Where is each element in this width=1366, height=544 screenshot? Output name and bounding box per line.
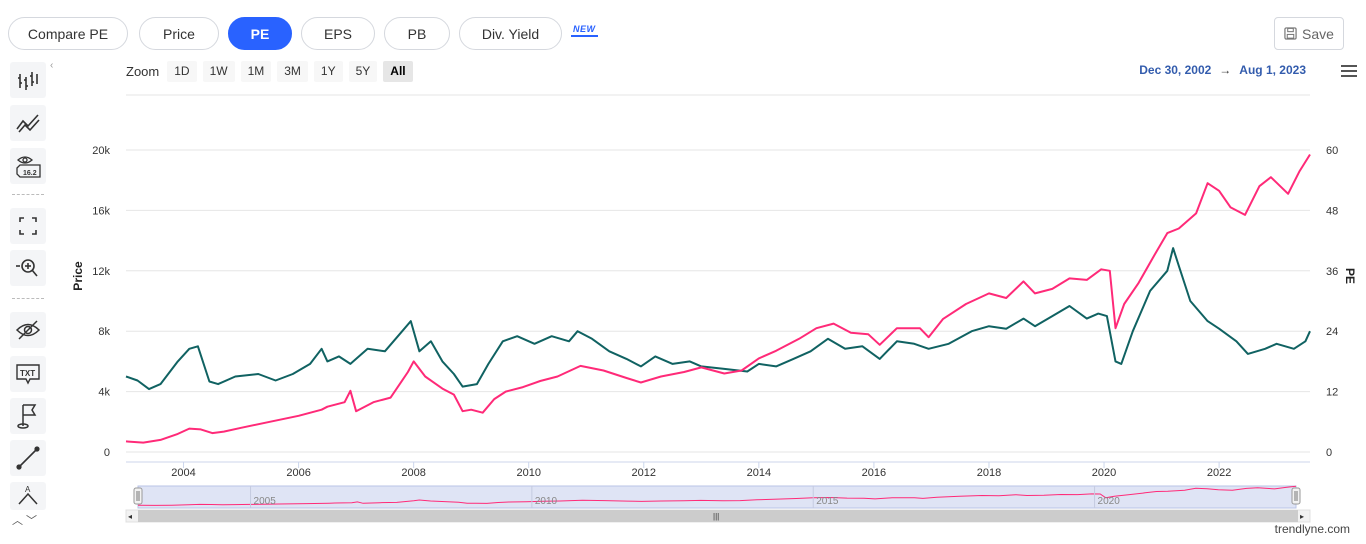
tab-compare-pe[interactable]: Compare PE xyxy=(8,17,128,50)
text-icon[interactable]: TXT xyxy=(10,356,46,392)
navigator-left-handle-icon xyxy=(133,487,143,505)
left-tick-label: 12k xyxy=(92,266,110,278)
x-tick-label: 2018 xyxy=(977,467,1001,479)
right-axis-ticks: 0 12 24 36 48 60 xyxy=(1326,145,1338,459)
x-axis-ticks: 2004 2006 2008 2010 2012 2014 2016 2018 2020 2022 xyxy=(171,462,1231,479)
zoom-1w-button[interactable]: 1W xyxy=(202,60,235,82)
navigator-tick-label: 2015 xyxy=(816,496,839,507)
series-line-price xyxy=(125,153,1311,444)
hamburger-menu-icon[interactable] xyxy=(1341,64,1357,83)
x-tick-label: 2014 xyxy=(747,467,771,479)
x-tick-label: 2022 xyxy=(1207,467,1231,479)
navigator-right-handle-icon xyxy=(1291,487,1301,505)
right-tick-label: 60 xyxy=(1326,145,1338,157)
range-to[interactable]: Aug 1, 2023 xyxy=(1239,63,1306,77)
navigator-series xyxy=(137,485,1297,506)
tab-eps[interactable]: EPS xyxy=(301,17,375,50)
save-button[interactable]: Save xyxy=(1274,17,1344,50)
x-tick-label: 2012 xyxy=(632,467,656,479)
left-tick-label: 20k xyxy=(92,145,110,157)
left-tick-label: 0 xyxy=(104,447,110,459)
bars-icon[interactable] xyxy=(10,62,46,98)
tab-pe[interactable]: PE xyxy=(228,17,292,50)
zoom-3m-button[interactable]: 3M xyxy=(277,60,308,82)
x-tick-label: 2008 xyxy=(401,467,425,479)
scroll-left-icon: ◂ xyxy=(128,512,132,521)
x-tick-label: 2004 xyxy=(171,467,195,479)
tab-pb[interactable]: PB xyxy=(384,17,450,50)
zoom-1y-button[interactable]: 1Y xyxy=(313,60,343,82)
right-tick-label: 0 xyxy=(1326,447,1332,459)
x-tick-label: 2006 xyxy=(286,467,310,479)
left-tick-label: 8k xyxy=(98,326,110,338)
grid-lines xyxy=(126,94,1310,463)
navigator-mask xyxy=(137,485,1297,509)
zoom-icon[interactable] xyxy=(10,250,46,286)
left-axis-ticks: 0 4k 8k 12k 16k 20k xyxy=(92,145,110,459)
range-from[interactable]: Dec 30, 2002 xyxy=(1139,63,1212,77)
save-label: Save xyxy=(1302,25,1334,42)
x-tick-label: 2016 xyxy=(862,467,886,479)
x-tick-label: 2020 xyxy=(1092,467,1116,479)
y-axis-right-label: PE xyxy=(1343,268,1357,284)
credit-text: trendlyne.com xyxy=(1274,522,1350,536)
series-lines xyxy=(125,153,1311,444)
scroll-right-icon: ▸ xyxy=(1300,512,1304,521)
toolbar-divider xyxy=(12,194,44,195)
navigator-tick-label: 2020 xyxy=(1098,496,1121,507)
y-axis-left-label: Price xyxy=(71,261,85,291)
new-badge: NEW xyxy=(571,24,598,37)
zoom-5y-button[interactable]: 5Y xyxy=(348,60,378,82)
zoom-controls: Zoom 1D 1W 1M 3M 1Y 5Y All xyxy=(126,60,413,82)
zoom-all-button[interactable]: All xyxy=(383,60,413,82)
range-arrow: → xyxy=(1219,63,1232,77)
hide-icon[interactable] xyxy=(10,312,46,348)
navigator-tick-label: 2005 xyxy=(254,496,277,507)
toolbar-scroll-arrows-icon[interactable]: ︿ ﹀ xyxy=(12,515,38,527)
eye-label-icon[interactable]: 16.2 xyxy=(10,148,46,184)
tab-price[interactable]: Price xyxy=(139,17,219,50)
left-tick-label: 16k xyxy=(92,205,110,217)
toolbar-divider xyxy=(12,298,44,299)
left-tick-label: 4k xyxy=(98,387,110,399)
trend-lines-icon[interactable] xyxy=(10,105,46,141)
scrollbar-track xyxy=(125,509,1311,523)
navigator-tick-label: 2010 xyxy=(535,496,558,507)
navigator: 2005 2010 2015 2020 ◂ ▸ ||| xyxy=(125,485,1311,523)
collapse-toolbar-icon[interactable]: ‹ xyxy=(50,60,54,71)
zoom-label: Zoom xyxy=(126,63,160,79)
line-icon[interactable] xyxy=(10,440,46,476)
scroll-grip-icon: ||| xyxy=(713,512,719,521)
svg-text:A: A xyxy=(25,485,31,494)
date-range: Dec 30, 2002 → Aug 1, 2023 xyxy=(1139,63,1306,77)
x-tick-label: 2010 xyxy=(516,467,540,479)
zoom-1m-button[interactable]: 1M xyxy=(240,60,272,82)
floppy-disk-icon xyxy=(1284,27,1297,40)
tab-div-yield[interactable]: Div. Yield xyxy=(459,17,562,50)
series-line-pe xyxy=(125,247,1311,391)
zoom-1d-button[interactable]: 1D xyxy=(167,60,197,82)
right-tick-label: 48 xyxy=(1326,205,1338,217)
right-tick-label: 12 xyxy=(1326,387,1338,399)
scrollbar-thumb xyxy=(138,510,1298,522)
pen-icon[interactable]: A xyxy=(10,482,46,510)
fullscreen-icon[interactable] xyxy=(10,208,46,244)
flag-icon[interactable] xyxy=(10,398,46,434)
right-tick-label: 24 xyxy=(1326,326,1338,338)
svg-text:TXT: TXT xyxy=(20,369,35,378)
right-tick-label: 36 xyxy=(1326,266,1338,278)
svg-text:16.2: 16.2 xyxy=(23,170,37,177)
